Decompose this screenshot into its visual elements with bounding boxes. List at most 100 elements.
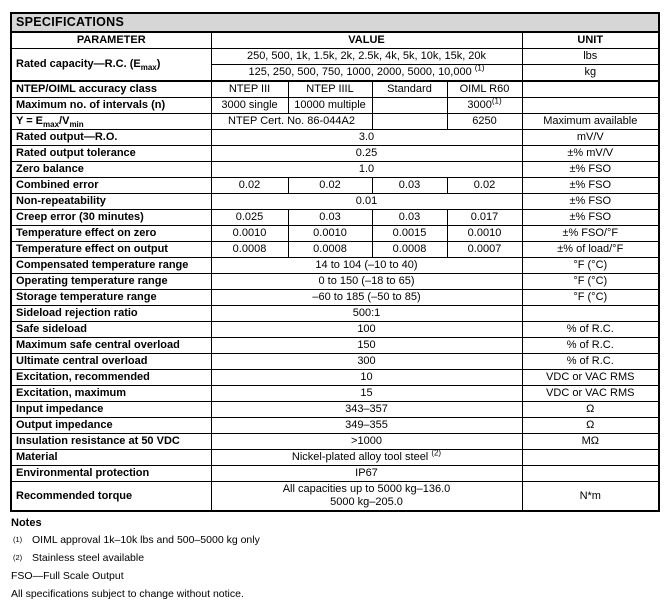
value-cell: 14 to 104 (–10 to 40) (210, 257, 523, 274)
value-cell: 0.0007 (446, 241, 523, 258)
value-cell: NTEP IIIL (287, 80, 373, 98)
value-cell: Nickel-plated alloy tool steel (2) (210, 449, 523, 466)
value-cell: 0.03 (287, 209, 373, 226)
parameter-cell: Rated output—R.O. (10, 129, 212, 146)
table-row: Temperature effect on output 0.0008 0.0008… (10, 241, 660, 258)
unit-cell: mV/V (521, 129, 660, 146)
footnote-disclaimer: All specifications subject to change wit… (11, 588, 244, 600)
unit-cell (521, 305, 660, 322)
parameter-cell: Operating temperature range (10, 273, 212, 290)
value-cell: OIML R60 (446, 80, 523, 98)
value-cell: 100 (210, 321, 523, 338)
value-cell: 0.025 (210, 209, 289, 226)
spec-table-body: Rated capacity—R.C. (Emax) 250, 500, 1k, … (10, 48, 660, 512)
note-marker-1: (1) (13, 535, 23, 544)
note-marker-2: (2) (13, 553, 23, 562)
unit-cell: Ω (521, 401, 660, 418)
parameter-cell: Excitation, recommended (10, 369, 212, 386)
value-cell: 250, 500, 1k, 1.5k, 2k, 2.5k, 4k, 5k, 10… (210, 48, 523, 65)
value-cell: NTEP III (210, 80, 289, 98)
value-cell: 10000 multiple (287, 97, 373, 114)
note-item-2: (2) Stainless steel available (11, 552, 658, 565)
value-cell: 125, 250, 500, 750, 1000, 2000, 5000, 10… (210, 64, 523, 82)
value-cell: –60 to 185 (–50 to 85) (210, 289, 523, 306)
table-row: Rated output—R.O. 3.0 mV/V (10, 129, 660, 146)
table-row: Rated output tolerance 0.25 ±% mV/V (10, 145, 660, 162)
value-cell: 1.0 (210, 161, 523, 178)
value-cell: 0.02 (287, 177, 373, 194)
spec-sheet-page: SPECIFICATIONS PARAMETER VALUE UNIT Rate… (10, 12, 661, 600)
table-row: Safe sideload 100% of R.C. (10, 321, 660, 338)
unit-cell: Maximum available (521, 113, 660, 130)
unit-cell (521, 97, 660, 114)
table-row: Insulation resistance at 50 VDC >1000 MΩ (10, 433, 660, 450)
value-cell: 0.02 (210, 177, 289, 194)
table-row: Output impedance 349–355 Ω (10, 417, 660, 434)
table-row: Combined error 0.02 0.02 0.03 0.02 ±% FSO (10, 177, 660, 194)
value-cell: Standard (371, 80, 448, 98)
header-unit: UNIT (521, 31, 660, 49)
header-value: VALUE (210, 31, 523, 49)
parameter-cell: Compensated temperature range (10, 257, 212, 274)
value-cell: 0.0008 (287, 241, 373, 258)
unit-cell: ±% FSO (521, 209, 660, 226)
parameter-cell: Safe sideload (10, 321, 212, 338)
value-cell (371, 113, 448, 130)
parameter-cell: Non-repeatability (10, 193, 212, 210)
value-cell: 6250 (446, 113, 523, 130)
value-cell: 10 (210, 369, 523, 386)
value-cell: 0 to 150 (–18 to 65) (210, 273, 523, 290)
table-row: Compensated temperature range 14 to 104 (… (10, 257, 660, 274)
parameter-cell: Temperature effect on output (10, 241, 212, 258)
unit-cell: VDC or VAC RMS (521, 369, 660, 386)
table-row: Storage temperature range –60 to 185 (–50… (10, 289, 660, 306)
value-cell: 0.0015 (371, 225, 448, 242)
unit-cell (521, 80, 660, 98)
value-cell: 0.03 (371, 209, 448, 226)
unit-cell: % of R.C. (521, 321, 660, 338)
value-cell (371, 97, 448, 114)
unit-cell: °F (°C) (521, 273, 660, 290)
table-row: Excitation, maximum 15 VDC or VAC RMS (10, 385, 660, 402)
table-row: Y = Emax/Vmin NTEP Cert. No. 86-044A2 6250… (10, 113, 660, 130)
parameter-cell: Sideload rejection ratio (10, 305, 212, 322)
parameter-cell: Recommended torque (10, 481, 212, 512)
table-row: Operating temperature range 0 to 150 (–18… (10, 273, 660, 290)
parameter-cell: Ultimate central overload (10, 353, 212, 370)
value-cell: >1000 (210, 433, 523, 450)
table-row: Creep error (30 minutes) 0.025 0.03 0.03 0.0… (10, 209, 660, 226)
footnote-fso: FSO—Full Scale Output (11, 570, 124, 582)
unit-cell: ±% mV/V (521, 145, 660, 162)
parameter-cell: Combined error (10, 177, 212, 194)
note-item-1: (1) OIML approval 1k–10k lbs and 500–500… (11, 534, 658, 547)
table-row: Maximum safe central overload 150% of R.C… (10, 337, 660, 354)
table-row: Sideload rejection ratio 500:1 (10, 305, 660, 322)
page-title: SPECIFICATIONS (10, 12, 660, 33)
unit-cell: % of R.C. (521, 337, 660, 354)
parameter-cell: Output impedance (10, 417, 212, 434)
value-cell: 0.01 (210, 193, 523, 210)
table-row: Temperature effect on zero 0.0010 0.0010 0.… (10, 225, 660, 242)
value-cell: All capacities up to 5000 kg–136.0 5000 … (210, 481, 523, 512)
notes-section: Notes (1) OIML approval 1k–10k lbs and 5… (10, 517, 658, 601)
value-cell: 0.017 (446, 209, 523, 226)
value-cell: 0.0010 (446, 225, 523, 242)
value-cell: 0.25 (210, 145, 523, 162)
parameter-cell: Material (10, 449, 212, 466)
parameter-cell: NTEP/OIML accuracy class (10, 80, 212, 98)
value-cell: 0.0008 (371, 241, 448, 258)
table-row: Maximum no. of intervals (n) 3000 single 1… (10, 97, 660, 114)
parameter-cell: Temperature effect on zero (10, 225, 212, 242)
parameter-cell: Excitation, maximum (10, 385, 212, 402)
table-row: Excitation, recommended 10 VDC or VAC RMS (10, 369, 660, 386)
parameter-cell: Storage temperature range (10, 289, 212, 306)
unit-cell: ±% FSO (521, 177, 660, 194)
unit-cell: lbs (521, 48, 660, 65)
unit-cell: % of R.C. (521, 353, 660, 370)
parameter-cell: Input impedance (10, 401, 212, 418)
notes-heading: Notes (11, 517, 42, 529)
note-text-1: OIML approval 1k–10k lbs and 500–5000 kg… (32, 534, 260, 546)
unit-cell: MΩ (521, 433, 660, 450)
unit-cell: ±% FSO (521, 161, 660, 178)
parameter-cell: Zero balance (10, 161, 212, 178)
